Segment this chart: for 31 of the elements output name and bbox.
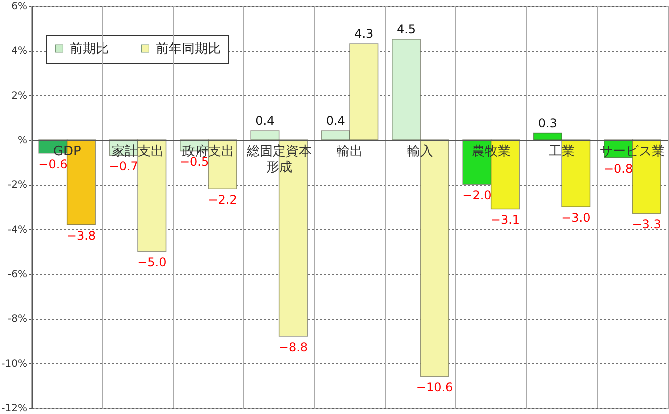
data-label: −0.7 [109,160,138,174]
data-label: −5.0 [138,256,167,270]
data-label: −0.6 [38,157,68,172]
x-tick-label: 家計支出 [112,144,164,160]
y-tick-label: -4% [8,224,28,236]
y-tick-label: 4% [12,46,28,58]
data-label: −2.2 [208,193,238,208]
data-label: −3.8 [66,228,96,243]
x-tick-label: 輸出 [337,144,363,160]
y-tick-label: 6% [12,2,28,12]
data-label: 0.4 [326,114,346,128]
data-label: −2.0 [462,188,492,203]
data-label: 0.4 [256,114,275,128]
data-label: 4.5 [396,22,416,36]
data-label: −8.8 [278,340,308,355]
data-label: 0.3 [538,116,558,130]
data-label: −3.1 [490,213,520,228]
y-tick-label: -8% [8,314,28,326]
y-tick-label: 2% [12,90,28,102]
data-label: −3.3 [632,218,662,232]
y-tick-label: -10% [2,358,28,370]
y-tick-label: -2% [8,180,28,192]
data-label: −10.6 [416,380,454,395]
data-label: 4.3 [354,26,374,41]
y-tick-label: % [18,136,28,146]
x-tick-label: 総固定資本形成 [246,144,312,176]
y-tick-label: -12% [2,404,28,414]
data-label: −0.8 [604,162,634,176]
y-tick-label: -6% [8,270,28,280]
x-tick-label: 工業 [549,144,575,160]
data-label: −3.0 [562,211,591,225]
